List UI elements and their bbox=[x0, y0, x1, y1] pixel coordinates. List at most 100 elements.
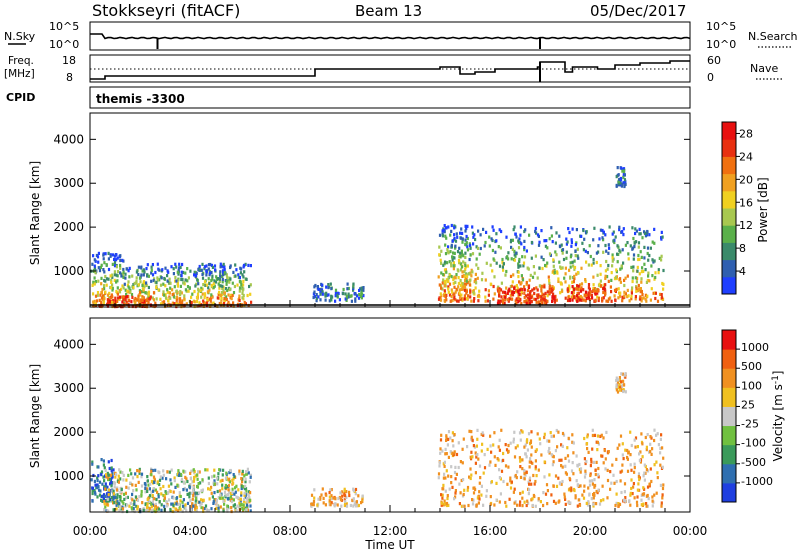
power-cell-934 bbox=[457, 299, 460, 303]
power-cell-1661 bbox=[478, 252, 481, 256]
power-cell-520 bbox=[127, 294, 130, 298]
vel-cell-917 bbox=[660, 501, 663, 505]
vel-cell-969 bbox=[570, 486, 573, 490]
power-cell-777 bbox=[131, 304, 134, 308]
power-cell-1434 bbox=[643, 245, 646, 249]
vel-cell-892 bbox=[560, 464, 563, 468]
vel-cell-498 bbox=[198, 491, 201, 495]
power-cell-836 bbox=[354, 299, 357, 303]
power-cell-478 bbox=[139, 290, 142, 294]
vel-cell-730 bbox=[143, 482, 146, 486]
vel-cell-1119 bbox=[645, 502, 648, 506]
vel-cell-359 bbox=[223, 502, 226, 506]
power-cell-296 bbox=[223, 268, 226, 272]
power-cell-1614 bbox=[550, 226, 553, 230]
power-cell-1113 bbox=[469, 246, 472, 250]
vel-cell-853 bbox=[592, 460, 595, 464]
power-cell-845 bbox=[314, 283, 317, 288]
power-cell-404 bbox=[224, 295, 228, 299]
power-cell-1462 bbox=[490, 237, 493, 241]
vel-cell-1364 bbox=[648, 482, 651, 486]
power-cell-873 bbox=[360, 286, 363, 290]
vel-cell-1238 bbox=[533, 482, 536, 486]
vel-cell-418 bbox=[229, 495, 232, 499]
vel-cell-118 bbox=[221, 473, 224, 477]
power-cell-1242 bbox=[511, 280, 514, 284]
vel-cell-463 bbox=[213, 498, 216, 502]
vel-cell-1184 bbox=[588, 479, 591, 483]
power-cell-147 bbox=[100, 291, 103, 295]
power-cell-1392 bbox=[634, 297, 637, 301]
power-cell-950 bbox=[457, 276, 460, 280]
vel-cell-998 bbox=[528, 478, 531, 482]
power-cell-1466 bbox=[586, 251, 589, 255]
power-cell-578 bbox=[203, 280, 207, 284]
power-cell-1218 bbox=[639, 232, 642, 236]
power-cell-825 bbox=[360, 290, 363, 294]
power-cell-592 bbox=[170, 265, 173, 269]
vel-cell-1131 bbox=[657, 443, 660, 447]
vel-cell-1515 bbox=[622, 383, 626, 387]
power-cell-1224 bbox=[631, 276, 634, 280]
power-cell-724 bbox=[186, 267, 189, 271]
power-cell-1607 bbox=[525, 249, 528, 253]
vel-cell-1074 bbox=[519, 475, 523, 479]
vel-cell-1132 bbox=[539, 500, 542, 504]
vel-cell-1095 bbox=[619, 470, 622, 474]
vel-cell-1494 bbox=[617, 386, 620, 390]
vel-cell-1230 bbox=[629, 493, 632, 497]
power-cell-1901 bbox=[576, 291, 579, 296]
vel-cell-324 bbox=[249, 491, 252, 495]
power-cell-1950 bbox=[596, 289, 599, 293]
vel-cell-159 bbox=[160, 492, 163, 496]
power-cell-1553 bbox=[621, 299, 624, 303]
vel-cell-1436 bbox=[537, 497, 540, 501]
power-cell-109 bbox=[115, 265, 118, 269]
power-cell-916 bbox=[450, 288, 453, 292]
power-cell-1568 bbox=[473, 280, 476, 284]
vel-cell-1004 bbox=[528, 476, 532, 480]
vel-cell-369 bbox=[165, 491, 168, 496]
power-cell-849 bbox=[316, 285, 319, 289]
vel-cell-1128 bbox=[633, 496, 636, 500]
power-cell-102 bbox=[99, 304, 102, 308]
vel-cell-767 bbox=[337, 496, 340, 501]
vel-cell-1336 bbox=[537, 468, 540, 472]
power-cell-1789 bbox=[498, 287, 501, 291]
power-cell-143 bbox=[115, 258, 118, 262]
power-cell-1266 bbox=[512, 273, 515, 277]
power-cell-1493 bbox=[593, 226, 596, 230]
power-cell-1543 bbox=[546, 261, 549, 265]
power-cell-1833 bbox=[498, 293, 501, 297]
power-cell-1767 bbox=[607, 299, 610, 303]
power-cell-1394 bbox=[649, 246, 652, 250]
vel-cell-1267 bbox=[535, 474, 538, 478]
power-cell-440 bbox=[140, 273, 143, 277]
power-cell-239 bbox=[250, 300, 253, 304]
power-cell-1864 bbox=[497, 299, 500, 303]
power-cell-653 bbox=[201, 292, 204, 296]
power-cell-1743 bbox=[574, 249, 577, 253]
power-cell-1311 bbox=[567, 298, 570, 302]
vel-cell-1155 bbox=[458, 482, 461, 486]
vel-cell-714 bbox=[127, 473, 130, 477]
power-cell-168 bbox=[114, 296, 117, 300]
power-cell-1225 bbox=[626, 295, 629, 299]
power-cell-1302 bbox=[609, 296, 612, 300]
vel-cell-1126 bbox=[489, 495, 492, 499]
vel-cell-305 bbox=[240, 484, 243, 488]
power-cell-1689 bbox=[477, 299, 480, 303]
vel-cell-273 bbox=[147, 483, 150, 487]
power-cell-1620 bbox=[638, 227, 641, 231]
power-cell-138 bbox=[115, 273, 118, 277]
power-cell-1694 bbox=[580, 234, 583, 238]
vel-cell-739 bbox=[353, 502, 356, 506]
vel-cell-1122 bbox=[570, 469, 574, 473]
power-cell-1942 bbox=[579, 289, 583, 293]
power-cell-1941 bbox=[577, 296, 580, 300]
power-cell-535 bbox=[203, 265, 206, 269]
power-cell-125 bbox=[101, 287, 104, 292]
power-cell-717 bbox=[211, 265, 214, 269]
power-cell-1584 bbox=[637, 241, 641, 245]
